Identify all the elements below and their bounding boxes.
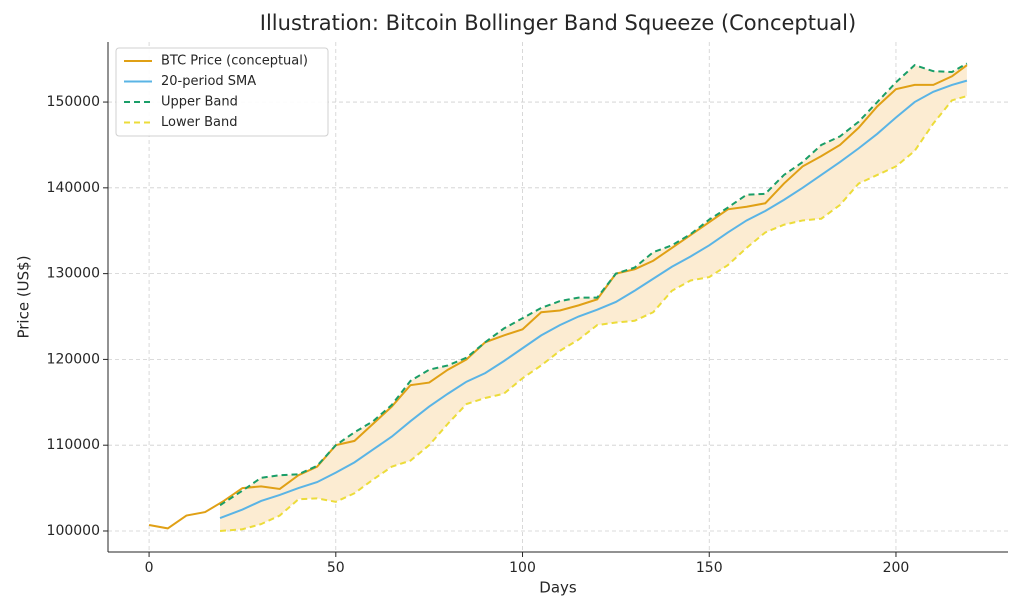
y-axis-label: Price (US$) [15,255,33,338]
x-tick-label: 200 [883,560,910,576]
legend-label: Lower Band [161,115,237,130]
y-tick-label: 140000 [47,180,100,196]
band-area [220,63,967,531]
legend-label: Upper Band [161,95,238,110]
series-line [148,64,968,530]
y-tick-label: 110000 [47,437,100,453]
legend-label: BTC Price (conceptual) [161,54,308,69]
x-axis-label: Days [539,579,577,597]
y-tick-label: 100000 [47,523,100,539]
y-tick-label: 120000 [47,351,100,367]
y-tick-label: 150000 [47,94,100,110]
series-line [219,62,968,507]
x-tick-label: 150 [696,560,723,576]
series-line [219,95,968,532]
y-tick-label: 130000 [47,266,100,282]
legend-box [115,47,329,137]
x-tick-label: 50 [327,560,345,576]
x-tick-label: 100 [509,560,536,576]
chart-title: Illustration: Bitcoin Bollinger Band Squ… [260,11,856,35]
legend-label: 20-period SMA [161,74,256,89]
x-tick-label: 0 [145,560,154,576]
series-line [219,79,968,520]
